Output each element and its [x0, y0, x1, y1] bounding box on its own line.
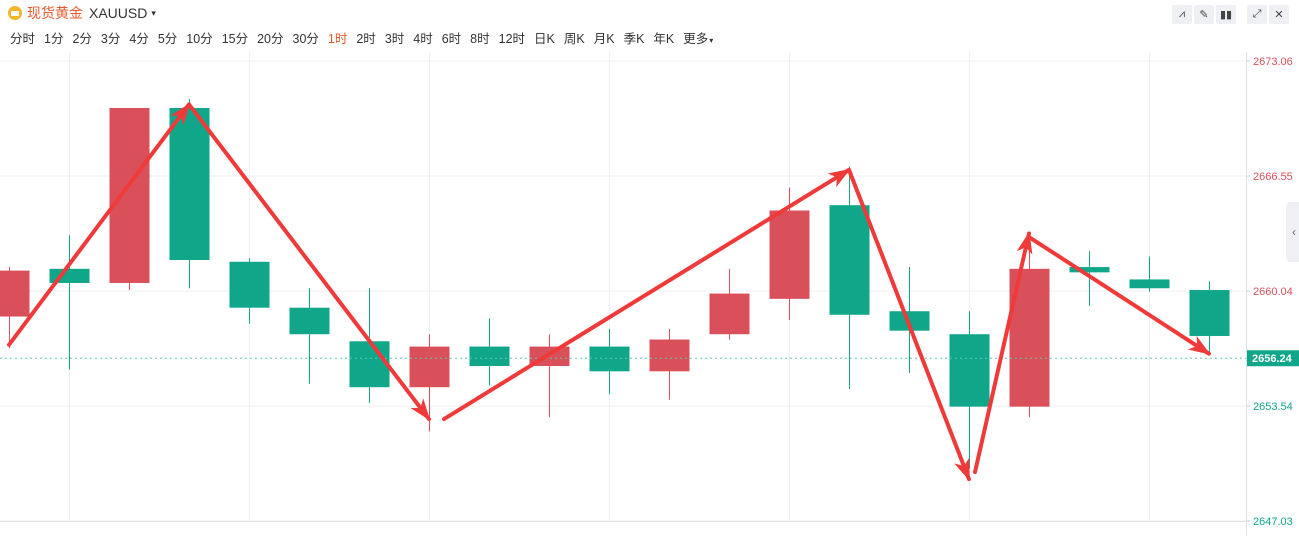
period-tab[interactable]: 10分 [186, 28, 212, 47]
indicator-icon: ▮▮ [1219, 9, 1233, 21]
current-price-label: 2656.24 [1252, 353, 1293, 365]
period-tab-label: 8时 [470, 31, 490, 46]
candle-body[interactable] [229, 261, 270, 308]
close-icon: ✕ [1274, 9, 1284, 21]
trend-arrow [847, 167, 971, 482]
instrument-name: 现货黄金 [27, 5, 83, 21]
current-price-badge [1247, 350, 1299, 367]
period-tab-label: 2分 [72, 31, 92, 46]
period-tab[interactable]: 30分 [293, 28, 319, 47]
expand-icon: ⤢ [1252, 8, 1262, 20]
y-tick-label: 2653.54 [1253, 401, 1293, 413]
y-tick-label: 2666.55 [1253, 171, 1293, 183]
period-tab[interactable]: 1分 [44, 28, 63, 47]
period-tabs: 分时 1分 2分 3分 4分 5分 10分 15分 20分 30分 1时 2时 3时 4时 6时 8时 12时日… [0, 26, 722, 48]
period-tab-label: 1时 [327, 31, 348, 46]
period-tab-label: 4分 [129, 31, 149, 46]
instrument-symbol: XAUUSD [89, 5, 148, 21]
period-tab-label: 15分 [221, 31, 249, 46]
trend-arrow [973, 231, 1033, 475]
symbol-selector[interactable]: 现货黄金 XAUUSD ▾ [8, 3, 156, 23]
candle-body[interactable] [589, 346, 630, 372]
candle-body[interactable] [289, 307, 330, 335]
period-tab[interactable]: 2分 [72, 28, 91, 47]
period-tab[interactable]: 日K [534, 28, 555, 47]
period-tab[interactable]: 4分 [129, 28, 148, 47]
side-panel-toggle[interactable]: ‹ [1286, 202, 1299, 262]
period-tab-label: 5分 [157, 31, 178, 46]
candle-body[interactable] [1129, 279, 1170, 289]
period-tab-label: 1分 [44, 31, 64, 46]
y-tick-label: 2647.03 [1253, 516, 1293, 528]
chart-header: 现货黄金 XAUUSD ▾ ⩘ ✎ ▮▮ ⤢ ✕ [0, 0, 1299, 26]
period-tab[interactable]: 季K [624, 28, 645, 47]
period-tab[interactable]: 1时 [328, 28, 347, 47]
period-tab[interactable]: 更多▾ [683, 28, 713, 47]
period-tab-label: 30分 [292, 31, 319, 46]
period-tab-label: 周K [563, 31, 585, 46]
gold-bar-icon [8, 6, 22, 20]
period-tab-label: 4时 [413, 31, 433, 46]
period-tab[interactable]: 15分 [222, 28, 248, 47]
period-tab[interactable]: 3时 [385, 28, 404, 47]
period-tab-label: 3分 [100, 31, 121, 46]
period-tab[interactable]: 12时 [499, 28, 525, 47]
candle-body[interactable] [829, 205, 870, 315]
chart-type-button[interactable]: ⩘ [1172, 5, 1192, 24]
candle-body[interactable] [1069, 267, 1110, 273]
chevron-down-icon: ▾ [151, 7, 156, 18]
candle-body[interactable] [109, 108, 150, 283]
candle-body[interactable] [409, 346, 450, 388]
period-tab[interactable]: 6时 [442, 28, 461, 47]
y-tick-label: 2673.06 [1253, 56, 1293, 68]
draw-pen-icon: ✎ [1199, 9, 1209, 21]
candlestick-chart[interactable]: 2673.06 2666.55 2660.04 2653.54 2647.03 2656.… [0, 52, 1299, 549]
period-tab[interactable]: 5分 [158, 28, 177, 47]
close-button[interactable]: ✕ [1269, 5, 1289, 24]
trend-arrow [1027, 235, 1211, 356]
period-tab-label: 20分 [257, 31, 284, 46]
period-tab-label: 年K [653, 31, 675, 46]
period-tab[interactable]: 月K [594, 28, 615, 47]
period-tab[interactable]: 分时 [10, 28, 35, 47]
caret-down-icon: ▾ [709, 35, 714, 45]
period-tab[interactable]: 8时 [470, 28, 489, 47]
chart-type-icon: ⩘ [1178, 8, 1186, 20]
period-tab-label: 分时 [10, 31, 36, 46]
toolbar: ⩘ ✎ ▮▮ ⤢ ✕ [1170, 5, 1289, 24]
period-tab-label: 3时 [384, 31, 405, 46]
candle-body[interactable] [649, 339, 690, 372]
period-tab[interactable]: 3分 [101, 28, 120, 47]
candle-body[interactable] [949, 334, 990, 407]
trend-arrow [7, 102, 191, 347]
period-tab[interactable]: 周K [564, 28, 585, 47]
period-tab[interactable]: 2时 [356, 28, 375, 47]
period-tab[interactable]: 年K [653, 28, 674, 47]
expand-button[interactable]: ⤢ [1247, 5, 1267, 24]
trend-arrow [187, 102, 431, 422]
chevron-left-icon: ‹ [1292, 225, 1296, 239]
candle-body[interactable] [709, 293, 750, 335]
period-tab-label: 10分 [186, 31, 213, 46]
period-tab-label: 12时 [498, 31, 526, 46]
candle-body[interactable] [769, 210, 810, 299]
period-tab-label: 季K [623, 31, 645, 46]
chart-canvas[interactable]: 2673.06 2666.55 2660.04 2653.54 2647.03 2656.… [0, 52, 1299, 549]
candle-body[interactable] [1189, 290, 1230, 336]
period-tab[interactable]: 4时 [413, 28, 432, 47]
y-tick-label: 2660.04 [1253, 286, 1293, 298]
period-tab-label: 6时 [441, 31, 462, 46]
indicator-button[interactable]: ▮▮ [1216, 5, 1236, 24]
period-tab[interactable]: 20分 [257, 28, 283, 47]
period-tab-label: 2时 [356, 31, 376, 46]
period-tab-label: 日K [534, 31, 555, 46]
trend-arrow [442, 167, 851, 422]
period-tab-label: 更多 [683, 31, 709, 46]
candle-body[interactable] [469, 346, 510, 367]
candle-body[interactable] [169, 108, 210, 260]
candle-body[interactable] [0, 270, 30, 317]
draw-pen-button[interactable]: ✎ [1194, 5, 1214, 24]
candle-body[interactable] [349, 341, 390, 388]
period-tab-label: 月K [593, 31, 615, 46]
